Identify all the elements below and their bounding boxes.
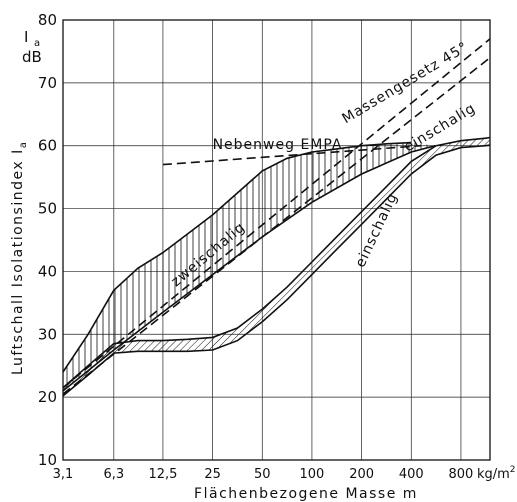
x-tick-label: 400 [399,467,424,482]
y-tick-label: 40 [38,262,57,280]
series-line [62,144,491,397]
x-tick-label: 12,5 [148,467,177,482]
y-axis-label-sub: a [18,141,29,149]
x-axis-label: Flächenbezogene Masse m [194,486,418,502]
y-axis-label: Luftschall Isolationsindex Ia [10,141,29,375]
x-tick-label: 6,3 [103,467,124,482]
x-tick-label: 50 [254,467,271,482]
series-line [62,141,412,373]
zweischalig-band [63,142,436,391]
y-tick-label: 50 [38,200,57,218]
x-unit-sup: 2 [510,465,516,475]
plot-frame [62,19,491,461]
y-unit-symbol: I [24,28,28,46]
x-tick-label: 3,1 [53,467,74,482]
y-tick-label: 80 [38,11,57,29]
series-line [62,136,491,389]
hatched-bands [63,137,490,396]
x-tick-labels: 3,1 6,3 12,5 25 50 100 200 400 800 kg/m2 [53,465,516,482]
x-tick-label: 200 [349,467,374,482]
y-tick-label: 60 [38,137,57,155]
annotation-label: Nebenweg EMPA [213,137,343,153]
y-tick-label: 30 [38,325,57,343]
x-unit-label: kg/m2 [477,465,516,482]
series-line [62,57,491,395]
y-unit-symbol-sub: a [34,38,40,49]
series-lines [62,38,491,397]
x-tick-label: 800 [449,467,474,482]
y-tick-label: 70 [38,74,57,92]
series-line [162,144,422,166]
y-tick-label: 20 [38,388,57,406]
y-tick-labels: 10 20 30 40 50 60 70 80 [38,11,57,469]
series-line [62,38,491,389]
grid [62,19,490,461]
y-unit-label: dB [22,48,42,66]
y-tick-label: 10 [38,451,57,469]
x-tick-label: 25 [204,467,221,482]
x-tick-label: 100 [300,467,325,482]
